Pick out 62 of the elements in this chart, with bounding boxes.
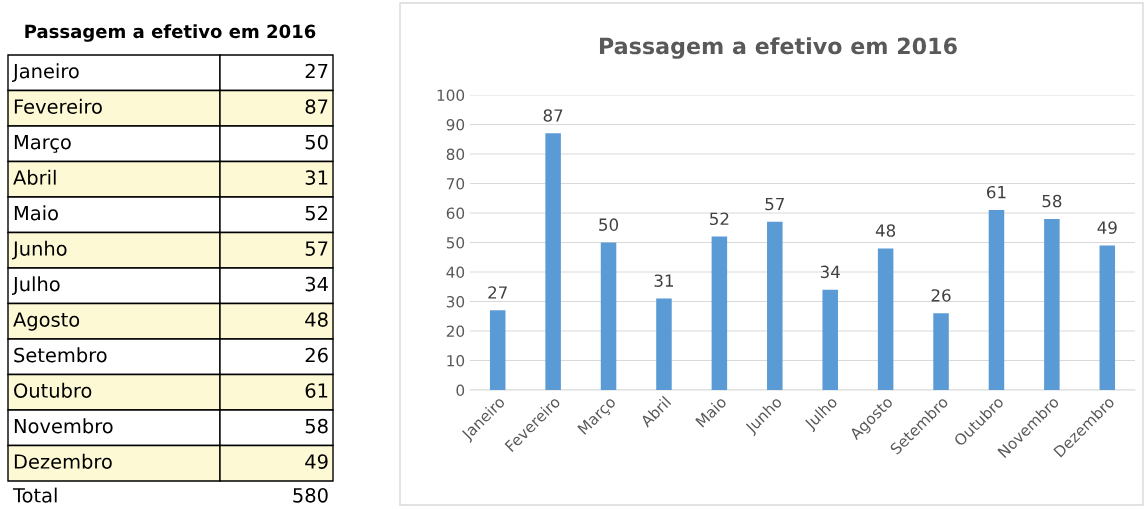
text: Total bbox=[12, 487, 57, 503]
data-label: 26 bbox=[305, 347, 328, 363]
bar bbox=[933, 313, 949, 390]
category-label: Outubro bbox=[14, 382, 92, 398]
y-tick-label: 50 bbox=[446, 236, 465, 249]
y-tick-label: 80 bbox=[446, 148, 465, 161]
data-label: 52 bbox=[305, 205, 328, 221]
data-label: 57 bbox=[765, 197, 784, 211]
data-label: 49 bbox=[305, 454, 328, 469]
chart-title: Passagem a efetivo em 2016 bbox=[599, 37, 957, 59]
data-label: 48 bbox=[875, 224, 896, 237]
category-label: Janeiro bbox=[11, 63, 79, 83]
category-label: Dezembro bbox=[14, 453, 112, 469]
data-label: 31 bbox=[305, 170, 328, 185]
bar bbox=[1044, 218, 1060, 390]
y-tick-label: 100 bbox=[437, 89, 465, 102]
data-label: 31 bbox=[654, 274, 674, 287]
bar bbox=[489, 310, 506, 390]
category-label: Março bbox=[14, 134, 71, 153]
data-label: 58 bbox=[305, 418, 328, 434]
data-label: 50 bbox=[305, 134, 328, 150]
category-label: Junho bbox=[11, 240, 67, 260]
bar bbox=[988, 210, 1005, 390]
bar bbox=[822, 289, 838, 390]
data-label: 61 bbox=[987, 185, 1006, 199]
y-tick-label: 30 bbox=[446, 295, 465, 308]
data-label: 57 bbox=[305, 241, 328, 256]
y-tick-label: 40 bbox=[446, 266, 465, 279]
category-label: Agosto bbox=[13, 312, 80, 331]
y-tick-label: 90 bbox=[446, 118, 465, 131]
data-label: 49 bbox=[1097, 221, 1117, 234]
bar bbox=[656, 298, 672, 390]
data-label: 27 bbox=[488, 286, 507, 299]
bar bbox=[600, 242, 617, 390]
text: 580 bbox=[293, 487, 328, 503]
category-label: Julho bbox=[11, 276, 60, 296]
category-label: Maio bbox=[14, 205, 58, 221]
bar bbox=[877, 248, 894, 390]
y-tick-label: 0 bbox=[456, 384, 465, 397]
bar bbox=[545, 133, 561, 390]
bar bbox=[767, 221, 783, 390]
y-tick-label: 20 bbox=[446, 325, 465, 338]
text: Passagem a efetivo em 2016 bbox=[25, 24, 316, 42]
data-label: 61 bbox=[305, 383, 328, 398]
category-label: Setembro bbox=[14, 347, 107, 363]
data-label: 48 bbox=[305, 312, 328, 327]
category-label: Fevereiro bbox=[14, 98, 102, 114]
data-label: 34 bbox=[305, 276, 328, 292]
data-label: 26 bbox=[931, 289, 951, 302]
y-tick-label: 70 bbox=[446, 177, 465, 190]
data-label: 58 bbox=[1042, 194, 1062, 208]
y-tick-label: 60 bbox=[446, 207, 465, 220]
category-label: Abril bbox=[13, 169, 56, 185]
data-label: 52 bbox=[710, 212, 729, 226]
data-label: 34 bbox=[820, 265, 840, 279]
data-label: 87 bbox=[543, 109, 563, 122]
bar bbox=[1099, 245, 1116, 390]
data-label: 87 bbox=[305, 99, 328, 114]
data-label: 50 bbox=[599, 218, 619, 231]
y-tick-label: 10 bbox=[447, 354, 465, 367]
bar bbox=[711, 236, 728, 390]
data-label: 27 bbox=[305, 63, 328, 79]
